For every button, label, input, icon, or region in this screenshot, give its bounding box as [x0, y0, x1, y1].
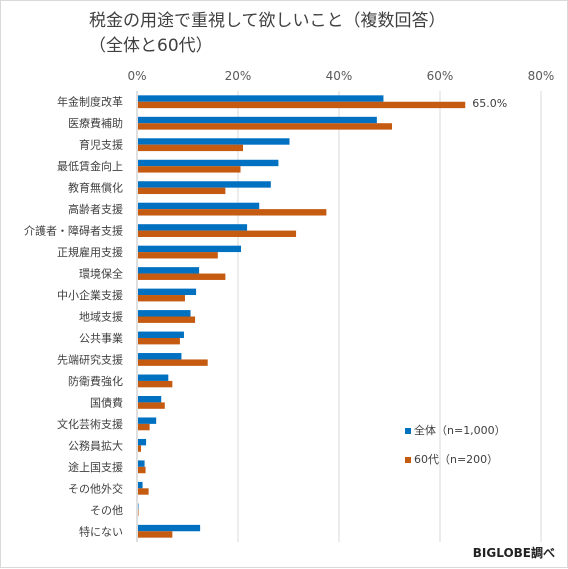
- y-tick-label: 高齢者支援: [68, 202, 123, 216]
- y-tick-label: 地域支援: [79, 310, 123, 324]
- legend-swatch: [405, 457, 411, 463]
- bar-series1: [138, 417, 157, 424]
- bar-series2: [138, 316, 196, 323]
- y-tick-label: 教育無償化: [68, 181, 123, 195]
- y-tick-label: 文化芸術支援: [57, 417, 123, 431]
- legend-label: 全体（n=1,000）: [414, 423, 506, 437]
- bar-series2: [138, 209, 327, 216]
- bar-series2: [138, 273, 226, 280]
- bar-series2: [138, 509, 139, 517]
- bar-series1: [138, 159, 279, 167]
- bar-series1: [138, 138, 290, 145]
- bar-series1: [138, 460, 145, 467]
- bar-series1: [138, 374, 169, 381]
- bar-series2: [138, 187, 226, 195]
- chart-title-line2: （全体と60代）: [89, 36, 213, 56]
- y-tick-label: 育児支援: [79, 138, 123, 152]
- y-tick-label: 特にない: [79, 524, 123, 538]
- x-tick-label: 0%: [127, 69, 146, 83]
- y-tick-label: 正規雇用支援: [57, 245, 123, 259]
- bar-series2: [138, 252, 218, 259]
- x-tick-label: 60%: [427, 69, 454, 83]
- bar-series1: [138, 288, 197, 296]
- bar-series2: [138, 380, 173, 388]
- chart-title: 税金の用途で重視して欲しいこと（複数回答） （全体と60代）: [89, 9, 446, 59]
- bar-series2: [138, 423, 150, 431]
- x-tick-label: 20%: [225, 69, 252, 83]
- legend-swatch: [405, 428, 411, 434]
- bar-series1: [138, 202, 260, 210]
- y-tick-label: 年金制度改革: [57, 95, 123, 109]
- y-tick-label: 公務員拡大: [68, 438, 123, 452]
- chart-title-line1: 税金の用途で重視して欲しいこと（複数回答）: [89, 11, 446, 31]
- bar-series2: [138, 359, 208, 366]
- bar-series1: [138, 481, 143, 489]
- y-tick-label: 途上国支援: [68, 460, 123, 474]
- bar-series2: [138, 166, 241, 173]
- bar-series2: [138, 445, 142, 452]
- bar-series2: [138, 144, 244, 152]
- legend-label: 60代（n=200）: [414, 453, 498, 466]
- bar-series2: [138, 531, 173, 538]
- bar-series2: [138, 402, 165, 409]
- bar-series1: [138, 116, 377, 124]
- bar-series2: [138, 295, 185, 302]
- y-tick-label: 最低賃金向上: [57, 159, 123, 173]
- bar-series1: [138, 181, 271, 188]
- y-tick-label: 国債費: [90, 395, 123, 409]
- x-tick-label: 80%: [528, 69, 555, 83]
- x-tick-label: 40%: [326, 69, 353, 83]
- bar-series1: [138, 524, 201, 532]
- bar-series1: [138, 503, 139, 510]
- bar-series2: [138, 101, 466, 109]
- bar-series1: [138, 396, 162, 403]
- bar-series1: [138, 245, 242, 253]
- y-tick-label: その他: [90, 504, 123, 517]
- data-label: 65.0%: [472, 97, 507, 110]
- y-tick-label: 医療費補助: [68, 116, 123, 130]
- bar-series2: [138, 230, 297, 237]
- y-tick-label: 介護者・障碍者支援: [24, 224, 123, 238]
- bar-series2: [138, 337, 180, 345]
- y-tick-label: 防衛費強化: [68, 374, 123, 388]
- y-tick-label: 先端研究支援: [57, 352, 123, 366]
- bar-series1: [138, 95, 384, 102]
- y-tick-label: その他外交: [68, 481, 123, 495]
- bar-series1: [138, 438, 147, 446]
- bar-series2: [138, 488, 149, 495]
- y-tick-label: 中小企業支援: [57, 288, 123, 302]
- bar-series1: [138, 267, 200, 274]
- y-tick-label: 環境保全: [79, 267, 123, 281]
- bar-series2: [138, 123, 393, 130]
- bar-series1: [138, 224, 248, 231]
- y-tick-label: 公共事業: [79, 332, 123, 345]
- bar-series1: [138, 310, 191, 317]
- source-note: BIGLOBE調べ: [472, 546, 555, 560]
- bar-series1: [138, 331, 184, 338]
- bar-series1: [138, 353, 182, 360]
- bar-series2: [138, 466, 146, 474]
